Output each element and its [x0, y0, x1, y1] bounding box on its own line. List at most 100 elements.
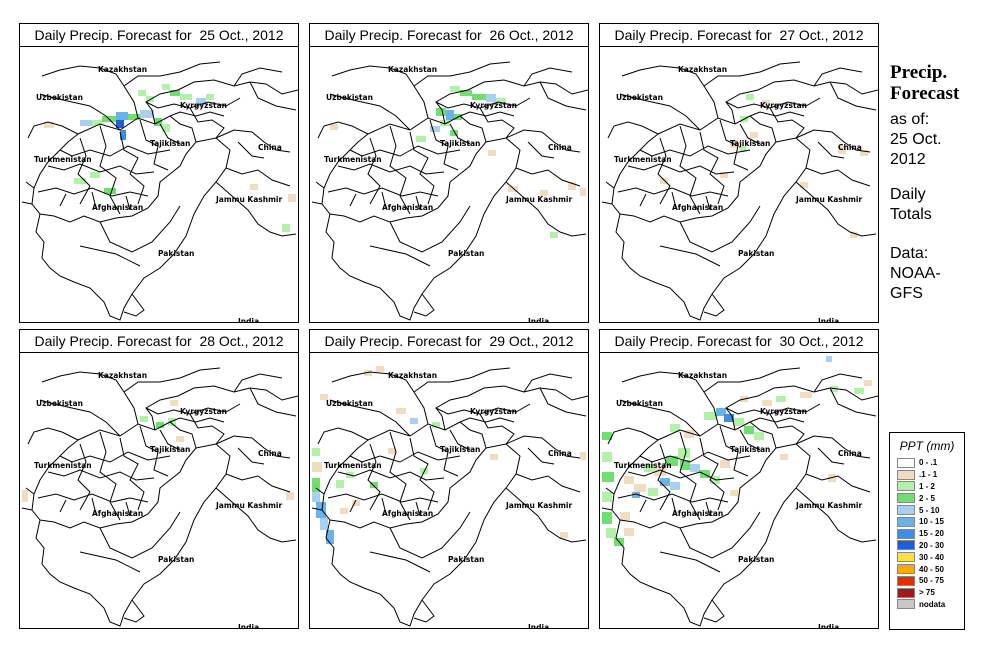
forecast-panel-28oct: Daily Precip. Forecast for 28 Oct., 2012… [19, 329, 299, 629]
map-label-india: India [528, 317, 549, 322]
legend-label: .1 - 1 [919, 470, 938, 480]
precip-cells [312, 366, 586, 544]
map-label-tajikistan: Tajikistan [440, 445, 480, 454]
legend-label: 30 - 40 [919, 552, 944, 562]
map-label-kazakhstan: Kazakhstan [98, 371, 147, 380]
map-label-kazakhstan: Kazakhstan [678, 65, 727, 74]
map-label-pakistan: Pakistan [738, 249, 774, 258]
legend-swatch [897, 564, 915, 575]
map-label-india: India [238, 623, 259, 628]
data-line2: NOAA- [890, 265, 941, 282]
map-label-china: China [258, 143, 282, 152]
legend-item: 1 - 2 [890, 481, 964, 493]
legend-swatch [897, 457, 915, 468]
map-label-afghanistan: Afghanistan [672, 203, 723, 212]
legend-label: 15 - 20 [919, 529, 944, 539]
map-label-jammu-kashmir: Jammu Kashmir [795, 195, 862, 204]
map-label-kyrgyzstan: Kyrgyzstan [180, 407, 227, 416]
legend-item: 0 - .1 [890, 457, 964, 469]
map-label-kazakhstan: Kazakhstan [388, 65, 437, 74]
map-labels: Kazakhstan Uzbekistan Kyrgyzstan Tajikistan… [324, 371, 572, 628]
forecast-panel-26oct: Daily Precip. Forecast for 26 Oct., 2012… [309, 23, 589, 323]
legend-swatch [897, 481, 915, 492]
panel-title: Daily Precip. Forecast for 27 Oct., 2012 [600, 24, 878, 47]
map-labels: Kazakhstan Uzbekistan Kyrgyzstan Tajikistan… [324, 65, 572, 322]
precip-map: Kazakhstan Uzbekistan Kyrgyzstan Tajikistan… [601, 356, 878, 628]
panel-title: Daily Precip. Forecast for 28 Oct., 2012 [20, 330, 298, 353]
map-label-tajikistan: Tajikistan [150, 445, 190, 454]
precip-cells [660, 94, 868, 238]
map-label-india: India [818, 623, 839, 628]
map-label-kyrgyzstan: Kyrgyzstan [180, 101, 227, 110]
map-label-jammu-kashmir: Jammu Kashmir [215, 195, 282, 204]
map-label-pakistan: Pakistan [158, 555, 194, 564]
map-label-china: China [548, 449, 572, 458]
map-label-india: India [528, 623, 549, 628]
map-label-afghanistan: Afghanistan [672, 509, 723, 518]
map-label-turkmenistan: Turkmenistan [614, 461, 672, 470]
legend-swatch [897, 587, 915, 598]
legend-swatch [897, 540, 915, 551]
forecast-panel-27oct: Daily Precip. Forecast for 27 Oct., 2012… [599, 23, 879, 323]
map-label-tajikistan: Tajikistan [150, 139, 190, 148]
map-label-china: China [838, 143, 862, 152]
map-label-kyrgyzstan: Kyrgyzstan [760, 407, 807, 416]
map-label-pakistan: Pakistan [448, 249, 484, 258]
map-label-jammu-kashmir: Jammu Kashmir [505, 501, 572, 510]
legend-label: 50 - 75 [919, 576, 944, 586]
legend-label: 2 - 5 [919, 493, 936, 503]
legend-item: 40 - 50 [890, 563, 964, 575]
map-labels: Kazakhstan Uzbekistan Kyrgyzstan Tajikistan… [614, 371, 862, 628]
panel-title: Daily Precip. Forecast for 30 Oct., 2012 [600, 330, 878, 353]
map-label-jammu-kashmir: Jammu Kashmir [505, 195, 572, 204]
legend-label: 40 - 50 [919, 564, 944, 574]
legend-title: PPT (mm) [899, 439, 955, 453]
map-label-india: India [818, 317, 839, 322]
map-label-afghanistan: Afghanistan [92, 509, 143, 518]
map-label-uzbekistan: Uzbekistan [36, 93, 83, 102]
map-label-afghanistan: Afghanistan [92, 203, 143, 212]
map-label-china: China [548, 143, 572, 152]
legend-label: nodata [919, 599, 946, 609]
daily-totals: Daily Totals [890, 185, 932, 225]
precip-map: Kazakhstan Uzbekistan Kyrgyzstan Tajikistan… [601, 61, 878, 322]
map-label-kyrgyzstan: Kyrgyzstan [470, 407, 517, 416]
legend-item: 5 - 10 [890, 504, 964, 516]
panel-title: Daily Precip. Forecast for 26 Oct., 2012 [310, 24, 588, 47]
legend-item: 15 - 20 [890, 528, 964, 540]
legend-label: 0 - .1 [919, 458, 938, 468]
as-of-line3: 2012 [890, 151, 926, 168]
as-of-line2: 25 Oct. [890, 131, 942, 148]
map-label-kyrgyzstan: Kyrgyzstan [760, 101, 807, 110]
map-label-uzbekistan: Uzbekistan [616, 399, 663, 408]
map-label-china: China [258, 449, 282, 458]
map-label-india: India [238, 317, 259, 322]
data-source: Data: NOAA- GFS [890, 244, 941, 304]
map-label-afghanistan: Afghanistan [382, 203, 433, 212]
legend-swatch [897, 599, 915, 610]
map-label-pakistan: Pakistan [448, 555, 484, 564]
map-label-kazakhstan: Kazakhstan [98, 65, 147, 74]
map-label-tajikistan: Tajikistan [440, 139, 480, 148]
map-label-uzbekistan: Uzbekistan [326, 93, 373, 102]
legend-item: 30 - 40 [890, 551, 964, 563]
legend-swatch [897, 552, 915, 563]
map-label-afghanistan: Afghanistan [382, 509, 433, 518]
map-labels: Kazakhstan Uzbekistan Kyrgyzstan Tajikistan… [614, 65, 862, 322]
forecast-panel-25oct: Daily Precip. Forecast for 25 Oct., 2012 [19, 23, 299, 323]
legend-label: 5 - 10 [919, 505, 940, 515]
legend-label: 10 - 15 [919, 517, 944, 527]
map-label-kazakhstan: Kazakhstan [388, 371, 437, 380]
precip-cells [22, 400, 294, 502]
side-title: Precip. Forecast [890, 62, 959, 104]
map-label-jammu-kashmir: Jammu Kashmir [215, 501, 282, 510]
map-label-pakistan: Pakistan [158, 249, 194, 258]
map-label-turkmenistan: Turkmenistan [34, 461, 92, 470]
legend-label: 20 - 30 [919, 540, 944, 550]
data-line1: Data: [890, 245, 929, 262]
map-labels: Kazakhstan Uzbekistan Kyrgyzstan Tajikistan… [34, 65, 282, 322]
totals-line1: Daily [890, 186, 926, 203]
side-title-line1: Precip. [890, 62, 948, 83]
